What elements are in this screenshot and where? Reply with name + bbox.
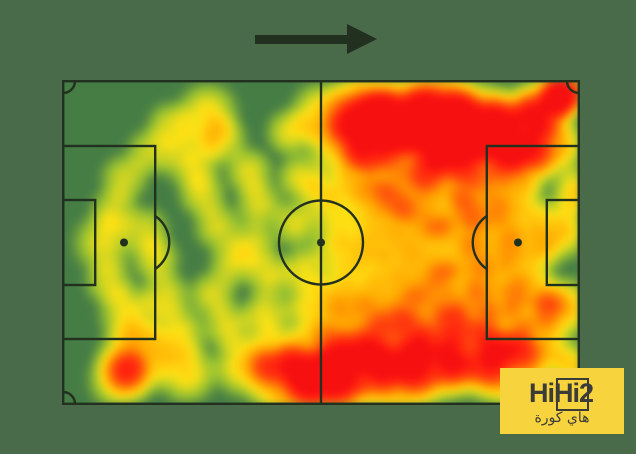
logo-text: HiHi2 [528,378,594,408]
left-penalty-arc [154,215,171,270]
corner-arc-top-right [565,81,579,95]
right-penalty-area [485,144,580,341]
logo-square-icon [556,377,590,411]
right-penalty-arc [471,215,488,270]
left-penalty-spot [120,238,128,247]
logo-wordmark: HiHi2 [528,377,595,411]
arrow-head-icon [347,24,377,54]
center-circle [277,199,365,286]
arrow-shaft-icon [255,35,353,44]
corner-arc-bottom-left [63,390,77,404]
left-penalty-area [62,144,157,341]
right-goal-area [545,198,580,287]
attack-direction-arrow [255,24,385,54]
site-logo[interactable]: HiHi2 هاي كورة [500,368,624,434]
right-penalty-spot [514,238,522,247]
pitch-markings [62,80,580,405]
corner-arc-top-left [63,81,77,95]
football-pitch [62,80,580,405]
logo-subtitle: هاي كورة [534,409,590,426]
left-goal-area [62,198,97,287]
center-spot [317,238,325,247]
